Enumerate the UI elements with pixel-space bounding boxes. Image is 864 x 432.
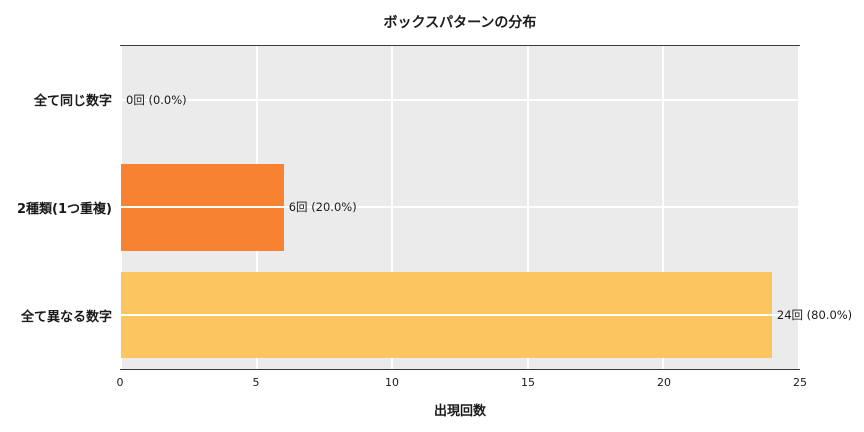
x-tick-label: 0 <box>116 376 124 389</box>
horizontal-gridline <box>121 98 799 101</box>
bar-row: 0回 (0.0%) <box>121 46 799 154</box>
x-axis-ticks: 0 5 10 15 20 25 <box>116 376 808 392</box>
bar-row: 6回 (20.0%) <box>121 154 799 262</box>
x-axis-label: 出現回数 <box>433 404 486 419</box>
value-label: 6回 (20.0%) <box>288 200 357 215</box>
x-tick-label: 15 <box>521 376 535 389</box>
vertical-gridline <box>798 46 800 369</box>
x-tick-label: 10 <box>385 376 399 389</box>
value-label: 24回 (80.0%) <box>776 308 853 323</box>
chart-title: ボックスパターンの分布 <box>383 15 537 31</box>
bar-row: 24回 (80.0%) <box>121 261 852 369</box>
y-tick-label: 全て異なる数字 <box>20 310 112 326</box>
horizontal-gridline <box>121 314 799 317</box>
x-tick-label: 5 <box>252 376 260 389</box>
y-tick-label: 全て同じ数字 <box>33 93 112 109</box>
x-tick-label: 25 <box>793 376 807 389</box>
plot-area: 0回 (0.0%) 6回 (20.0%) 24回 (80.0%) <box>120 45 852 370</box>
value-label: 0回 (0.0%) <box>126 92 187 107</box>
x-tick-label: 20 <box>657 376 671 389</box>
y-tick-label: 2種類(1つ重複) <box>17 201 112 217</box>
horizontal-gridline <box>121 206 799 209</box>
y-axis-labels: 全て同じ数字 2種類(1つ重複) 全て異なる数字 <box>0 45 112 370</box>
